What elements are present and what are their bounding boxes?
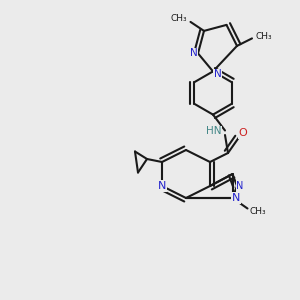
- Text: N: N: [236, 181, 244, 191]
- Text: N: N: [158, 181, 166, 191]
- Text: N: N: [190, 48, 197, 59]
- Text: CH₃: CH₃: [256, 32, 272, 41]
- Text: O: O: [238, 128, 247, 139]
- Text: CH₃: CH₃: [171, 14, 188, 23]
- Text: CH₃: CH₃: [250, 207, 266, 216]
- Text: N: N: [232, 193, 240, 203]
- Text: HN: HN: [206, 126, 221, 136]
- Text: N: N: [214, 69, 221, 80]
